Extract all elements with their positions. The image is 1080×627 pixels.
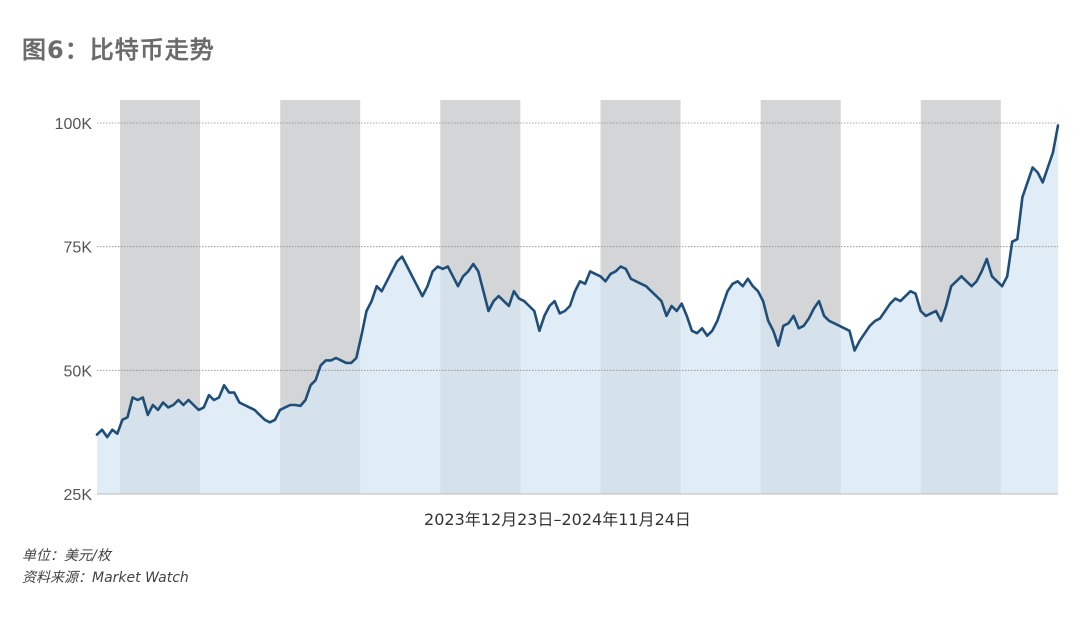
series-area (97, 125, 1058, 494)
x-axis-label: 2023年12月23日–2024年11月24日 (424, 510, 691, 529)
gridlines (97, 122, 1058, 371)
y-tick-labels: 25K 50K 75K 100K (55, 116, 93, 504)
series-line (95, 124, 1060, 439)
area-fill-layer (97, 125, 1058, 494)
source-note: 资料来源：Market Watch (22, 570, 189, 586)
chart-title: 图6：比特币走势 (22, 36, 215, 64)
y-tick-label: 50K (64, 363, 93, 380)
series-line-layer (95, 124, 1060, 439)
y-tick-label: 25K (64, 487, 93, 504)
unit-note: 单位：美元/枚 (22, 548, 111, 564)
y-tick-label: 100K (55, 116, 93, 133)
y-tick-label: 75K (64, 240, 93, 257)
